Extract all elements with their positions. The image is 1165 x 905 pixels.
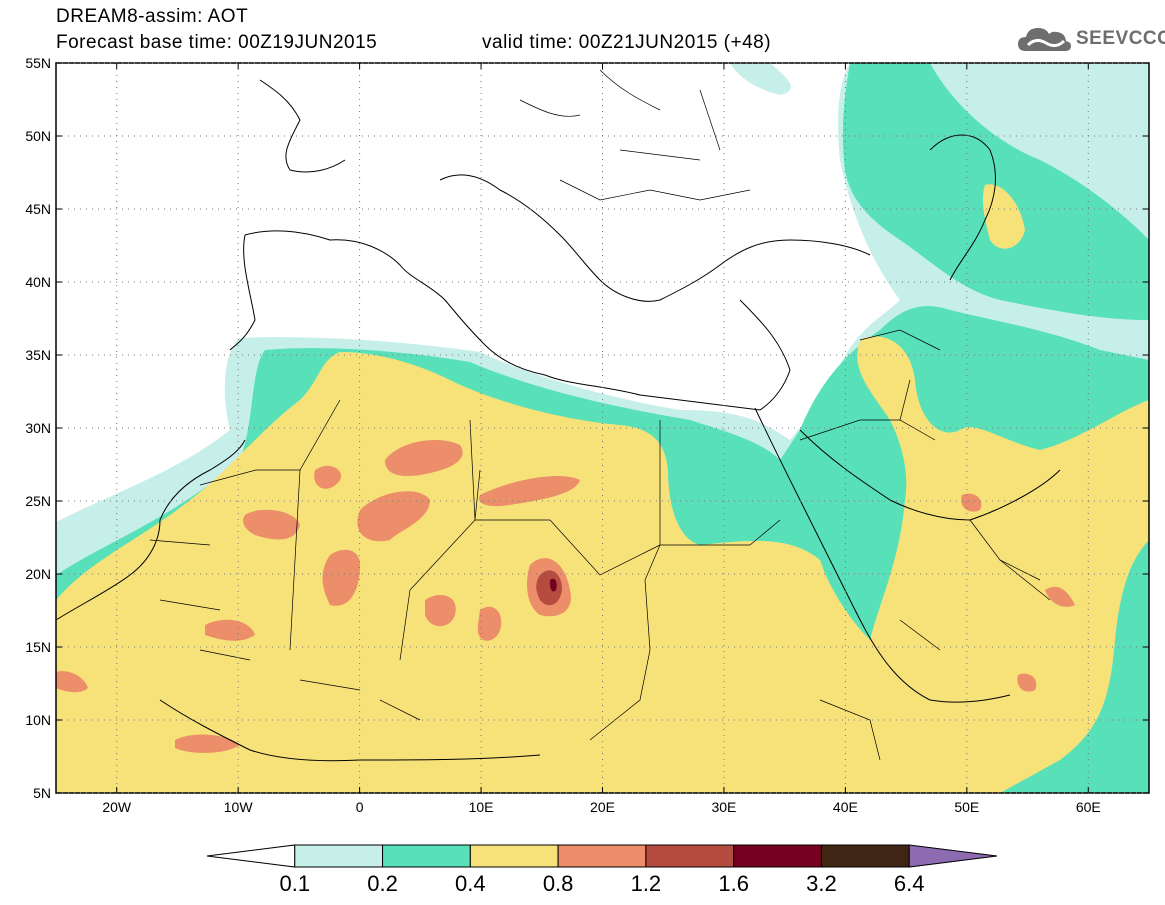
lat-tick-label: 5N [33, 785, 51, 801]
lat-tick-label: 20N [25, 566, 51, 582]
cloud-icon [1018, 28, 1071, 51]
colorbar-swatch [557, 844, 647, 868]
colorbar-label: 1.6 [718, 871, 749, 896]
colorbar-min-triangle [206, 844, 296, 868]
forecast-base-time: Forecast base time: 00Z19JUN2015 [56, 32, 378, 53]
country-borders [149, 69, 1051, 761]
lon-tick-label: 20W [102, 799, 132, 815]
colorbar-label: 0.2 [367, 871, 398, 896]
colorbar-label: 0.8 [543, 871, 574, 896]
colorbar-swatch [382, 844, 471, 868]
aot-band-1.2 [536, 570, 562, 606]
colorbar-swatch [820, 844, 910, 868]
lat-tick-label: 40N [25, 274, 51, 290]
colorbar-swatch [733, 844, 822, 868]
aot-band-1.6 [549, 578, 557, 592]
lat-tick-label: 10N [25, 712, 51, 728]
lon-tick-label: 30E [711, 799, 736, 815]
lon-tick-label: 10E [469, 799, 494, 815]
seevccc-logo: SEEVCCC [1016, 22, 1165, 56]
aot-band-0.8 [56, 440, 1075, 753]
lat-tick-label: 55N [25, 55, 51, 71]
lon-tick-label: 10W [224, 799, 254, 815]
colorbar-max-triangle [908, 844, 998, 868]
lon-tick-label: 40E [833, 799, 858, 815]
colorbar-label: 6.4 [894, 871, 925, 896]
lat-tick-label: 45N [25, 201, 51, 217]
coastlines [56, 79, 1061, 762]
axes: 5N 10N 15N 20N 25N 30N 35N 40N 45N 50N 55N 20W 10W 0 1… [25, 55, 1149, 815]
colorbar-swatch [294, 844, 384, 868]
lat-tick-label: 35N [25, 347, 51, 363]
lon-tick-label: 0 [356, 799, 364, 815]
lat-tick-label: 50N [25, 128, 51, 144]
lon-tick-label: 20E [590, 799, 615, 815]
valid-time: valid time: 00Z21JUN2015 (+48) [482, 32, 772, 53]
lat-tick-label: 30N [25, 420, 51, 436]
chart-title: DREAM8-assim: AOT [56, 6, 249, 27]
lon-tick-label: 60E [1076, 799, 1101, 815]
logo-text: SEEVCCC [1076, 28, 1165, 49]
colorbar-label: 0.4 [455, 871, 486, 896]
lon-tick-label: 50E [954, 799, 979, 815]
colorbar-legend: 0.1 0.2 0.4 0.8 1.2 1.6 3.2 6.4 [206, 844, 998, 896]
colorbar-swatch [645, 844, 735, 868]
aot-band-0.4 [56, 184, 1149, 793]
lat-tick-label: 25N [25, 493, 51, 509]
colorbar-label: 3.2 [806, 871, 837, 896]
colorbar-swatch [469, 844, 559, 868]
lat-tick-label: 15N [25, 639, 51, 655]
colorbar-label: 0.1 [279, 871, 310, 896]
colorbar-label: 1.2 [631, 871, 662, 896]
